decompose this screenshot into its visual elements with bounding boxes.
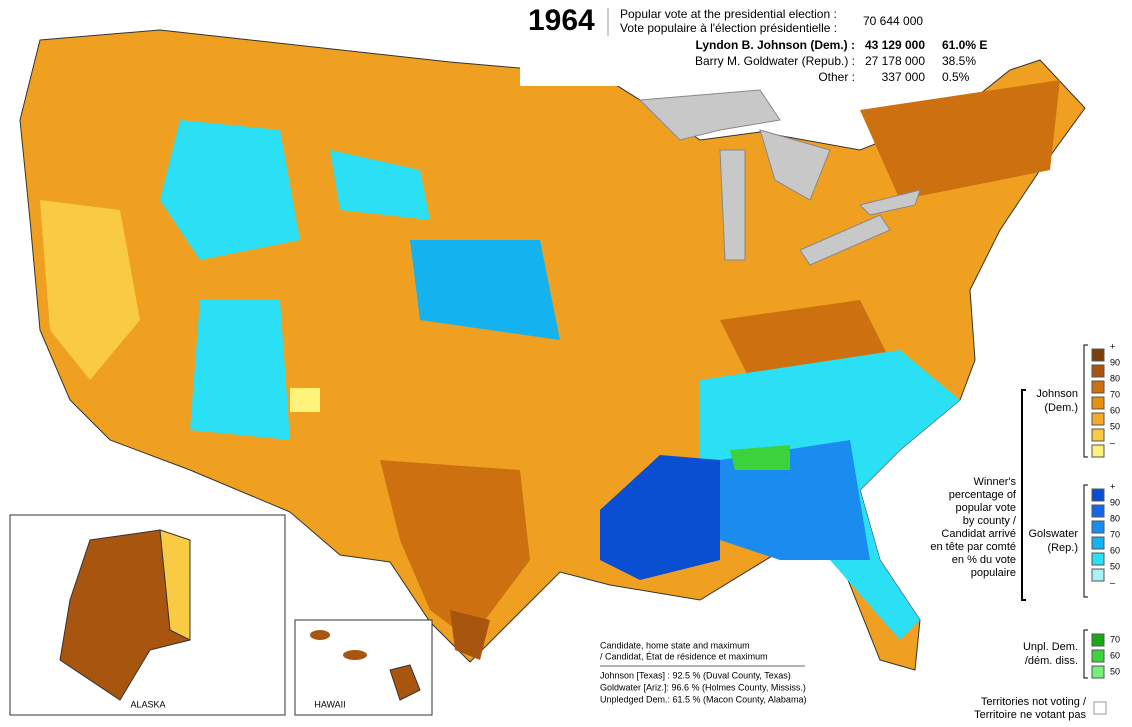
legend-swatch bbox=[1091, 364, 1105, 378]
legend-description: Candidat arrivé bbox=[941, 528, 1016, 540]
legend-label: – bbox=[1110, 577, 1115, 587]
notes-line: Johnson [Texas] : 92.5 % (Duval County, … bbox=[600, 670, 791, 680]
legend-swatch bbox=[1091, 488, 1105, 502]
candidate-votes: 43 129 000 bbox=[865, 38, 925, 52]
candidate-votes: 337 000 bbox=[882, 70, 926, 84]
legend-label: 90 bbox=[1110, 357, 1120, 367]
legend-description: populaire bbox=[971, 567, 1016, 579]
legend-description: popular vote bbox=[955, 502, 1016, 514]
great-lakes bbox=[638, 89, 921, 266]
legend-group-name: (Dem.) bbox=[1044, 402, 1078, 414]
vote-label: Popular vote at the presidential electio… bbox=[620, 7, 837, 21]
territories-swatch bbox=[1093, 701, 1107, 715]
legend-swatch bbox=[1091, 552, 1105, 566]
legend-label: 80 bbox=[1110, 513, 1120, 523]
alaska-east bbox=[159, 529, 191, 641]
candidate-share: 0.5% bbox=[942, 70, 970, 84]
legend-swatch bbox=[1091, 412, 1105, 426]
territories-label: Territories not voting / bbox=[981, 696, 1087, 708]
legend-swatch bbox=[1091, 504, 1105, 518]
candidate-name: Other : bbox=[818, 70, 855, 84]
legend-bracket bbox=[1083, 629, 1088, 679]
hawaii-islands bbox=[389, 664, 421, 701]
legend-label: 50 bbox=[1110, 561, 1120, 571]
notes-heading: / Candidat, État de résidence et maximum bbox=[600, 651, 768, 661]
candidate-share: 38.5% bbox=[942, 54, 976, 68]
notes-line: Goldwater [Ariz.]: 96.6 % (Holmes County… bbox=[600, 682, 806, 692]
legend-label: 70 bbox=[1110, 634, 1120, 644]
notes-bg bbox=[595, 638, 835, 708]
legend-group-name: (Rep.) bbox=[1047, 542, 1078, 554]
candidate-name: Barry M. Goldwater (Repub.) : bbox=[695, 54, 855, 68]
legend-label: 50 bbox=[1110, 421, 1120, 431]
legend-swatch bbox=[1091, 633, 1105, 647]
legend-label: 90 bbox=[1110, 497, 1120, 507]
legend-label: 70 bbox=[1110, 529, 1120, 539]
legend-label: + bbox=[1110, 481, 1115, 491]
legend-description: en tête par comté bbox=[930, 541, 1016, 553]
legend-swatch bbox=[1091, 444, 1105, 458]
legend-group-name: Unpl. Dem. bbox=[1023, 641, 1078, 653]
vote-total: 70 644 000 bbox=[863, 14, 923, 28]
legend-label: – bbox=[1110, 437, 1115, 447]
legend-bracket bbox=[1083, 344, 1088, 458]
notes-line: Unpledged Dem.: 61.5 % (Macon County, Al… bbox=[600, 694, 806, 704]
legend-group-name: Golswater bbox=[1028, 528, 1078, 540]
legend-swatch bbox=[1091, 396, 1105, 410]
legend-group-name: /dém. diss. bbox=[1025, 655, 1078, 667]
year: 1964 bbox=[528, 4, 595, 37]
hawaii-island bbox=[343, 650, 367, 660]
inset-label: HAWAII bbox=[314, 699, 345, 709]
legend-swatch bbox=[1091, 428, 1105, 442]
candidate-name: Lyndon B. Johnson (Dem.) : bbox=[695, 38, 855, 52]
legend-label: 60 bbox=[1110, 545, 1120, 555]
candidate-votes: 27 178 000 bbox=[865, 54, 925, 68]
legend-swatch bbox=[1091, 665, 1105, 679]
inset-label: ALASKA bbox=[130, 699, 165, 709]
legend-swatch bbox=[1091, 520, 1105, 534]
vote-label: Vote populaire à l'élection présidentiel… bbox=[620, 21, 837, 35]
legend-label: 50 bbox=[1110, 666, 1120, 676]
legend-brace bbox=[1021, 389, 1026, 601]
legend-label: 80 bbox=[1110, 373, 1120, 383]
header-bg bbox=[520, 2, 980, 86]
legend-swatch bbox=[1091, 536, 1105, 550]
legend-description: by county / bbox=[963, 515, 1017, 527]
county-shading bbox=[40, 80, 1060, 660]
legend-swatch bbox=[1091, 649, 1105, 663]
territories-label: Territoire ne votant pas bbox=[974, 709, 1086, 721]
legend-swatch bbox=[1091, 380, 1105, 394]
legend-swatch bbox=[1091, 568, 1105, 582]
hawaii-island bbox=[310, 630, 330, 640]
notes-heading: Candidate, home state and maximum bbox=[600, 640, 750, 650]
legend-description: Winner's bbox=[974, 476, 1017, 488]
legend-label: 70 bbox=[1110, 389, 1120, 399]
legend-swatch bbox=[1091, 348, 1105, 362]
legend-bracket bbox=[1083, 484, 1088, 598]
legend-description: en % du vote bbox=[952, 554, 1016, 566]
legend-group-name: Johnson bbox=[1036, 388, 1078, 400]
legend-label: 60 bbox=[1110, 405, 1120, 415]
legend-description: percentage of bbox=[949, 489, 1017, 501]
legend-label: 60 bbox=[1110, 650, 1120, 660]
candidate-share: 61.0% E bbox=[942, 38, 987, 52]
legend-label: + bbox=[1110, 341, 1115, 351]
